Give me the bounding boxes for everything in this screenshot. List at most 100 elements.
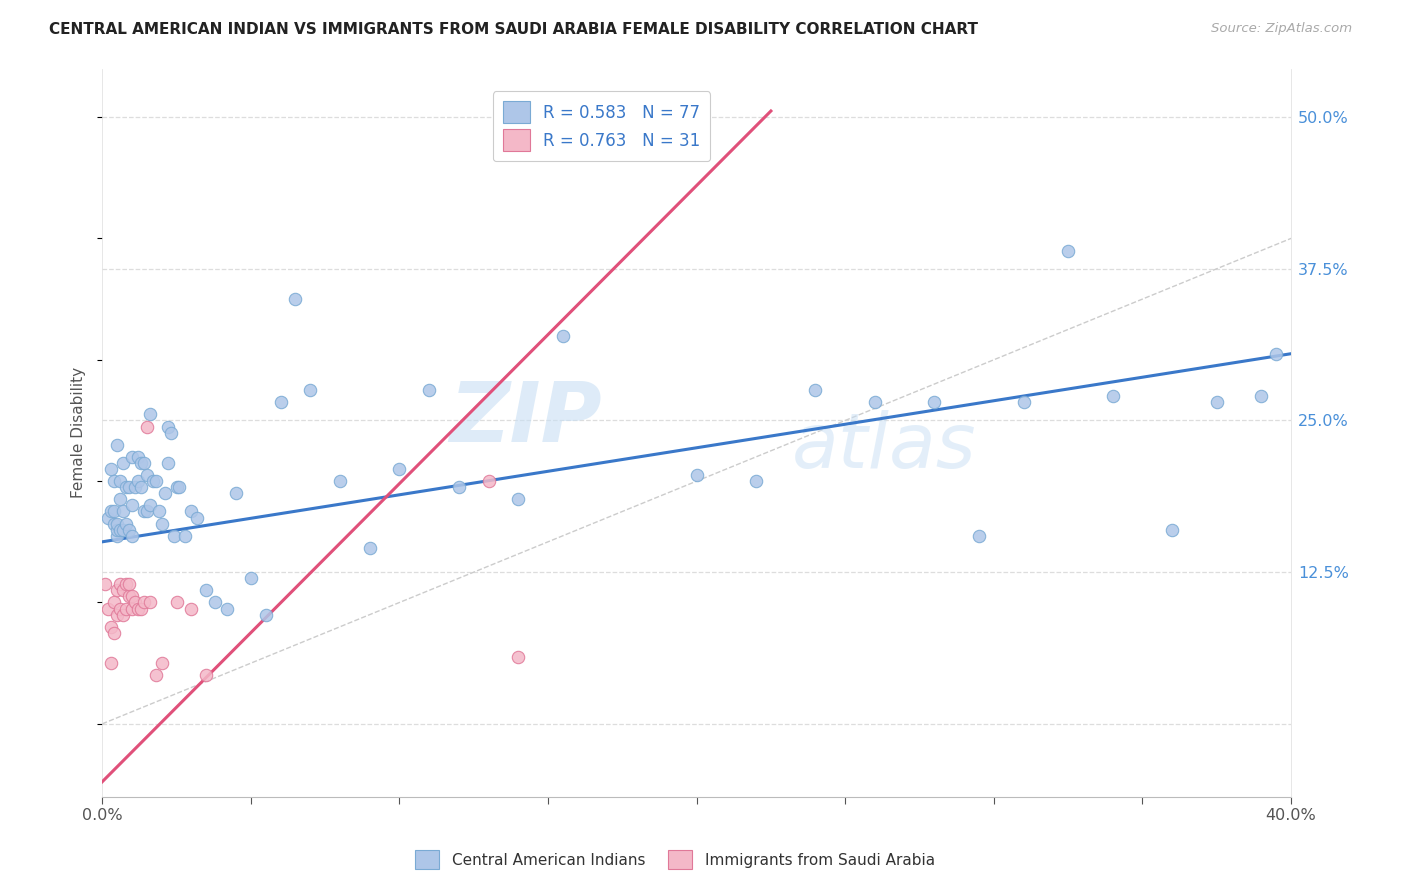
Point — [551, 328, 574, 343]
Point — [105, 529, 128, 543]
Point — [121, 450, 143, 464]
Point — [924, 395, 946, 409]
Point — [1101, 389, 1123, 403]
Point — [180, 601, 202, 615]
Point — [388, 462, 411, 476]
Point — [118, 590, 141, 604]
Point — [129, 601, 152, 615]
Point — [863, 395, 886, 409]
Point — [1265, 347, 1288, 361]
Point — [100, 462, 122, 476]
Point — [124, 480, 146, 494]
Point — [111, 456, 134, 470]
Text: ZIP: ZIP — [449, 377, 602, 458]
Point — [1057, 244, 1080, 258]
Point — [1250, 389, 1272, 403]
Point — [447, 480, 470, 494]
Point — [132, 504, 155, 518]
Point — [139, 408, 162, 422]
Point — [148, 504, 170, 518]
Point — [135, 419, 157, 434]
Point — [118, 577, 141, 591]
Point — [129, 480, 152, 494]
Point — [118, 480, 141, 494]
Point — [195, 668, 218, 682]
Point — [103, 516, 125, 531]
Point — [1205, 395, 1227, 409]
Point — [105, 438, 128, 452]
Point — [967, 529, 990, 543]
Point — [135, 504, 157, 518]
Point — [254, 607, 277, 622]
Point — [100, 620, 122, 634]
Point — [127, 450, 149, 464]
Point — [225, 486, 247, 500]
Point — [97, 510, 120, 524]
Point — [103, 625, 125, 640]
Text: Source: ZipAtlas.com: Source: ZipAtlas.com — [1212, 22, 1353, 36]
Point — [108, 577, 131, 591]
Point — [127, 474, 149, 488]
Point — [156, 456, 179, 470]
Point — [1161, 523, 1184, 537]
Point — [159, 425, 181, 440]
Point — [508, 492, 530, 507]
Point — [105, 516, 128, 531]
Point — [745, 474, 768, 488]
Legend: R = 0.583   N = 77, R = 0.763   N = 31: R = 0.583 N = 77, R = 0.763 N = 31 — [494, 91, 710, 161]
Point — [299, 383, 322, 397]
Point — [111, 504, 134, 518]
Point — [359, 541, 381, 555]
Point — [166, 595, 188, 609]
Point — [127, 601, 149, 615]
Point — [108, 601, 131, 615]
Point — [186, 510, 208, 524]
Point — [108, 474, 131, 488]
Point — [129, 456, 152, 470]
Point — [103, 504, 125, 518]
Point — [215, 601, 238, 615]
Point — [153, 486, 176, 500]
Point — [105, 607, 128, 622]
Point — [105, 583, 128, 598]
Point — [166, 480, 188, 494]
Point — [121, 601, 143, 615]
Point — [145, 474, 167, 488]
Point — [145, 668, 167, 682]
Point — [270, 395, 292, 409]
Point — [204, 595, 226, 609]
Point — [180, 504, 202, 518]
Point — [115, 516, 138, 531]
Point — [142, 474, 165, 488]
Point — [139, 595, 162, 609]
Point — [135, 468, 157, 483]
Point — [150, 656, 173, 670]
Point — [105, 523, 128, 537]
Point — [103, 595, 125, 609]
Point — [124, 595, 146, 609]
Point — [139, 499, 162, 513]
Point — [108, 492, 131, 507]
Point — [111, 523, 134, 537]
Point — [100, 656, 122, 670]
Point — [156, 419, 179, 434]
Point — [111, 607, 134, 622]
Point — [508, 650, 530, 665]
Point — [685, 468, 707, 483]
Point — [477, 474, 499, 488]
Point — [150, 516, 173, 531]
Point — [195, 583, 218, 598]
Point — [115, 601, 138, 615]
Text: atlas: atlas — [792, 410, 976, 484]
Text: CENTRAL AMERICAN INDIAN VS IMMIGRANTS FROM SAUDI ARABIA FEMALE DISABILITY CORREL: CENTRAL AMERICAN INDIAN VS IMMIGRANTS FR… — [49, 22, 979, 37]
Point — [115, 480, 138, 494]
Point — [132, 456, 155, 470]
Point — [418, 383, 440, 397]
Point — [121, 590, 143, 604]
Point — [169, 480, 191, 494]
Point — [118, 523, 141, 537]
Point — [329, 474, 352, 488]
Point — [804, 383, 827, 397]
Point — [108, 523, 131, 537]
Point — [115, 577, 138, 591]
